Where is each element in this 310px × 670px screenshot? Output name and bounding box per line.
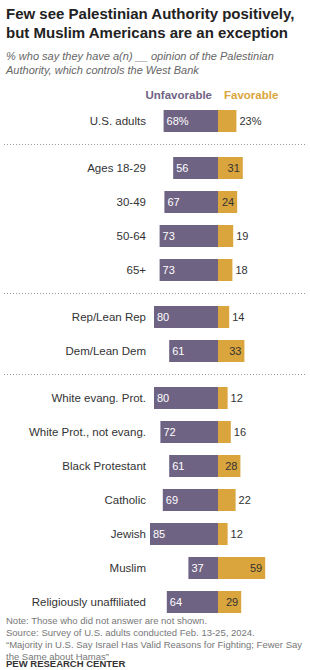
separator bbox=[4, 293, 306, 294]
category-label: U.S. adults bbox=[90, 115, 146, 127]
category-label: Religiously unaffiliated bbox=[32, 596, 146, 608]
data-label: 33 bbox=[229, 345, 241, 357]
category-label: Ages 18-29 bbox=[87, 162, 146, 174]
data-label: 73 bbox=[163, 230, 175, 242]
bar bbox=[218, 306, 229, 328]
bar bbox=[154, 387, 218, 409]
category-label: Black Protestant bbox=[62, 460, 147, 472]
bar bbox=[218, 340, 244, 362]
data-label: 29 bbox=[226, 596, 238, 608]
bar bbox=[218, 157, 243, 179]
bar bbox=[160, 225, 218, 247]
category-label: White Prot., not evang. bbox=[29, 426, 146, 438]
data-label: 12 bbox=[231, 528, 243, 540]
data-label: 24 bbox=[222, 196, 234, 208]
bar bbox=[218, 421, 231, 443]
data-label: 80 bbox=[157, 392, 169, 404]
category-label: Rep/Lean Rep bbox=[72, 311, 146, 323]
bar bbox=[218, 557, 265, 579]
bar bbox=[218, 455, 240, 477]
data-label: 28 bbox=[225, 460, 237, 472]
note-line: Note: Those who did not answer are not s… bbox=[6, 615, 207, 626]
title: Few see Palestinian Authority positively… bbox=[6, 5, 294, 41]
data-label: 72 bbox=[163, 426, 175, 438]
separator bbox=[4, 144, 306, 145]
data-label: 18 bbox=[235, 264, 247, 276]
note: Note: Those who did not answer are not s… bbox=[6, 615, 207, 626]
data-label: 64 bbox=[170, 596, 182, 608]
data-label: 16 bbox=[234, 426, 246, 438]
data-label: 69 bbox=[166, 494, 178, 506]
data-label: 23% bbox=[239, 115, 261, 127]
bar bbox=[164, 191, 218, 213]
chart: Few see Palestinian Authority positively… bbox=[0, 0, 310, 670]
bar bbox=[167, 591, 218, 613]
title-line: Few see Palestinian Authority positively… bbox=[6, 5, 294, 22]
bar bbox=[218, 489, 236, 511]
source-line: Source: Survey of U.S. adults conducted … bbox=[6, 627, 255, 638]
data-label: 85 bbox=[153, 528, 165, 540]
bar bbox=[218, 110, 236, 132]
bar bbox=[218, 591, 241, 613]
bar bbox=[169, 340, 218, 362]
subtitle-line: % who say they have a(n) __ opinion of t… bbox=[6, 50, 274, 62]
legend-unfavorable: Unfavorable bbox=[146, 89, 212, 101]
bar bbox=[163, 489, 218, 511]
bar bbox=[218, 191, 237, 213]
data-label: 22 bbox=[239, 494, 251, 506]
bar bbox=[160, 421, 218, 443]
subtitle-line: Authority, which controls the West Bank bbox=[5, 64, 199, 76]
bar bbox=[173, 157, 218, 179]
credit: PEW RESEARCH CENTER bbox=[6, 658, 125, 669]
bar bbox=[218, 259, 232, 281]
source-line: “Majority in U.S. Say Israel Has Valid R… bbox=[6, 639, 302, 650]
source: Source: Survey of U.S. adults conducted … bbox=[6, 627, 255, 638]
data-label: 14 bbox=[232, 311, 244, 323]
data-label: 56 bbox=[176, 162, 188, 174]
category-label: 65+ bbox=[126, 264, 146, 276]
bar bbox=[154, 306, 218, 328]
data-label: 19 bbox=[236, 230, 248, 242]
data-label: 59 bbox=[250, 562, 262, 574]
data-label: 61 bbox=[172, 460, 184, 472]
data-label: 80 bbox=[157, 311, 169, 323]
labels: U.S. adults Ages 18-29 30-49 50-64 65+ Rep/Le… bbox=[29, 115, 262, 608]
data-label: 67 bbox=[167, 196, 179, 208]
category-label: Muslim bbox=[110, 562, 146, 574]
bar bbox=[169, 455, 218, 477]
category-label: 50-64 bbox=[117, 230, 147, 242]
category-label: Catholic bbox=[104, 494, 146, 506]
data-label: 61 bbox=[172, 345, 184, 357]
category-label: 30-49 bbox=[117, 196, 146, 208]
bar bbox=[188, 557, 218, 579]
category-label: Dem/Lean Dem bbox=[65, 345, 146, 357]
title-line: but Muslim Americans are an exception bbox=[6, 24, 288, 41]
data-label: 73 bbox=[163, 264, 175, 276]
bar bbox=[150, 523, 218, 545]
bar bbox=[164, 110, 218, 132]
legend-favorable: Favorable bbox=[224, 89, 278, 101]
bars bbox=[150, 110, 265, 613]
data-label: 12 bbox=[231, 392, 243, 404]
bar bbox=[218, 225, 233, 247]
bar bbox=[160, 259, 218, 281]
category-label: Jewish bbox=[111, 528, 146, 540]
category-label: White evang. Prot. bbox=[51, 392, 146, 404]
bar bbox=[218, 523, 228, 545]
data-label: 37 bbox=[191, 562, 203, 574]
data-label: 68% bbox=[167, 115, 189, 127]
bar bbox=[218, 387, 228, 409]
subtitle: % who say they have a(n) __ opinion of t… bbox=[5, 50, 274, 76]
data-label: 31 bbox=[228, 162, 240, 174]
separator bbox=[4, 374, 306, 375]
